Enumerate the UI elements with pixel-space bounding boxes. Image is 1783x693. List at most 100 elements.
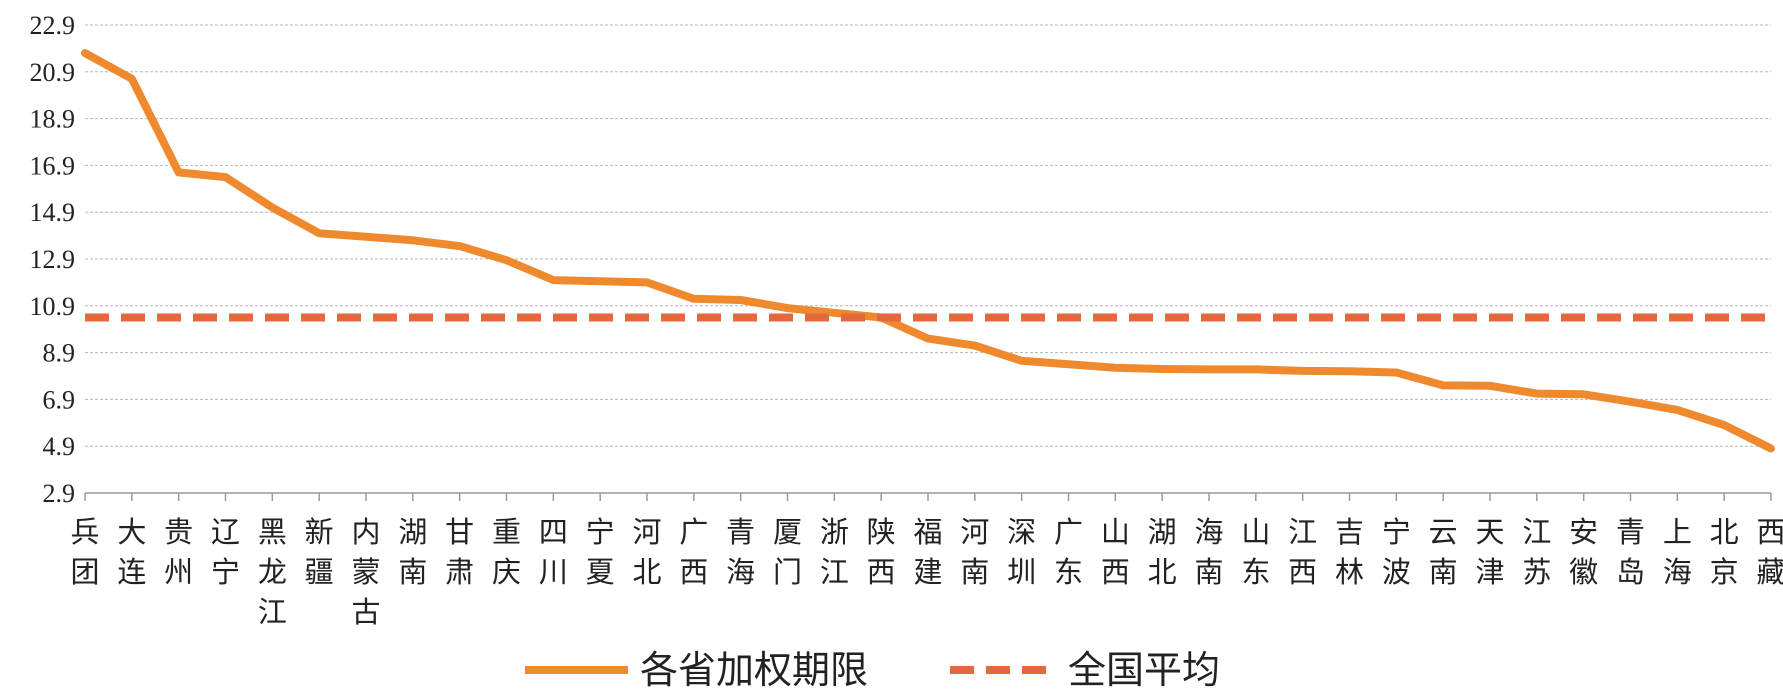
- x-tick-label: 江苏: [1522, 515, 1551, 589]
- x-tick-char: 辽: [211, 515, 240, 549]
- y-tick-label: 8.9: [43, 339, 76, 368]
- x-tick-char: 湖: [398, 515, 427, 549]
- x-tick-label: 广东: [1054, 515, 1083, 589]
- x-tick-char: 广: [1054, 515, 1083, 549]
- x-tick-char: 蒙: [351, 555, 380, 589]
- x-tick-label: 山东: [1241, 515, 1270, 589]
- y-tick-label: 12.9: [30, 245, 76, 274]
- x-tick-label: 内蒙古: [351, 515, 380, 629]
- x-tick-char: 北: [632, 555, 661, 589]
- x-tick-label: 江西: [1288, 515, 1317, 589]
- y-tick-label: 22.9: [30, 11, 76, 40]
- x-tick-char: 徽: [1569, 555, 1598, 589]
- x-tick-char: 林: [1335, 555, 1364, 589]
- x-tick-char: 海: [1663, 555, 1692, 589]
- x-tick-char: 西: [1288, 555, 1317, 589]
- x-tick-char: 海: [726, 555, 755, 589]
- x-tick-label: 重庆: [492, 515, 521, 589]
- x-tick-label: 深圳: [1007, 515, 1036, 589]
- x-tick-label: 河北: [632, 515, 661, 589]
- x-tick-char: 兵: [70, 515, 99, 549]
- x-tick-char: 四: [539, 515, 568, 549]
- x-tick-label: 甘肃: [445, 515, 474, 589]
- x-tick-char: 甘: [445, 515, 474, 549]
- x-tick-char: 内: [351, 515, 380, 549]
- series-line-1: [81, 49, 1775, 453]
- x-tick-char: 湖: [1148, 515, 1177, 549]
- y-tick-label: 6.9: [43, 385, 76, 414]
- x-tick-char: 山: [1241, 515, 1270, 549]
- x-tick-label: 湖北: [1148, 515, 1177, 589]
- x-tick-char: 青: [1616, 515, 1645, 549]
- x-tick-char: 庆: [492, 555, 521, 589]
- x-tick-char: 云: [1429, 515, 1458, 549]
- x-tick-char: 肃: [445, 555, 474, 589]
- x-tick-char: 大: [117, 515, 146, 549]
- x-tick-char: 江: [1522, 515, 1551, 549]
- x-tick-char: 南: [960, 555, 989, 589]
- x-tick-label: 大连: [117, 515, 146, 589]
- x-tick-char: 南: [1194, 555, 1223, 589]
- x-tick-char: 北: [1148, 555, 1177, 589]
- x-tick-char: 宁: [586, 515, 615, 549]
- x-tick-char: 京: [1710, 555, 1739, 589]
- x-tick-char: 圳: [1007, 555, 1036, 589]
- x-tick-char: 深: [1007, 515, 1036, 549]
- x-tick-char: 厦: [773, 515, 802, 549]
- x-tick-char: 吉: [1335, 515, 1364, 549]
- x-tick-char: 西: [679, 555, 708, 589]
- x-tick-label: 上海: [1663, 515, 1692, 589]
- x-tick-char: 南: [398, 555, 427, 589]
- x-tick-char: 重: [492, 515, 521, 549]
- x-tick-label: 湖南: [398, 515, 427, 589]
- x-tick-label: 浙江: [820, 515, 849, 589]
- y-tick-label: 10.9: [30, 292, 76, 321]
- x-tick-char: 藏: [1756, 555, 1783, 589]
- x-tick-char: 江: [258, 595, 287, 629]
- x-tick-label: 天津: [1475, 515, 1504, 589]
- x-tick-char: 建: [913, 555, 942, 589]
- x-tick-char: 海: [1194, 515, 1223, 549]
- y-tick-label: 4.9: [43, 432, 76, 461]
- x-tick-label: 海南: [1194, 515, 1223, 589]
- x-tick-label: 贵州: [164, 515, 193, 589]
- x-tick-char: 夏: [586, 555, 615, 589]
- x-tick-char: 连: [117, 555, 146, 589]
- x-tick-char: 州: [164, 555, 193, 589]
- x-tick-char: 江: [1288, 515, 1317, 549]
- y-tick-label: 14.9: [30, 198, 76, 227]
- x-tick-label: 新疆: [305, 515, 334, 589]
- x-tick-label: 西藏: [1756, 515, 1783, 589]
- x-tick-char: 波: [1382, 555, 1411, 589]
- legend-label-1: 各省加权期限: [640, 648, 868, 692]
- x-tick-label: 安徽: [1569, 515, 1598, 589]
- grid-lines: [85, 24, 1771, 447]
- x-tick-char: 川: [539, 555, 568, 589]
- x-tick-char: 河: [960, 515, 989, 549]
- x-tick-char: 西: [1756, 515, 1783, 549]
- x-tick-char: 龙: [258, 555, 287, 589]
- x-tick-char: 疆: [305, 555, 334, 589]
- x-tick-char: 江: [820, 555, 849, 589]
- x-tick-char: 苏: [1522, 555, 1551, 589]
- legend: 各省加权期限 全国平均: [525, 648, 1220, 692]
- x-tick-char: 黑: [258, 515, 287, 549]
- x-tick-label: 厦门: [773, 515, 802, 589]
- x-tick-label: 陕西: [867, 515, 896, 589]
- x-tick-label: 北京: [1710, 515, 1739, 589]
- legend-label-2: 全国平均: [1068, 648, 1220, 692]
- x-tick-char: 河: [632, 515, 661, 549]
- x-tick-char: 团: [70, 555, 99, 589]
- x-tick-label: 宁波: [1382, 515, 1411, 589]
- x-tick-char: 青: [726, 515, 755, 549]
- x-tick-label: 宁夏: [586, 515, 615, 589]
- x-tick-char: 安: [1569, 515, 1598, 549]
- x-tick-char: 广: [679, 515, 708, 549]
- x-tick-char: 上: [1663, 515, 1692, 549]
- x-tick-label: 兵团: [70, 515, 99, 589]
- x-tick-char: 北: [1710, 515, 1739, 549]
- y-tick-label: 2.9: [43, 479, 76, 508]
- x-tick-label: 广西: [679, 515, 708, 589]
- x-tick-char: 贵: [164, 515, 193, 549]
